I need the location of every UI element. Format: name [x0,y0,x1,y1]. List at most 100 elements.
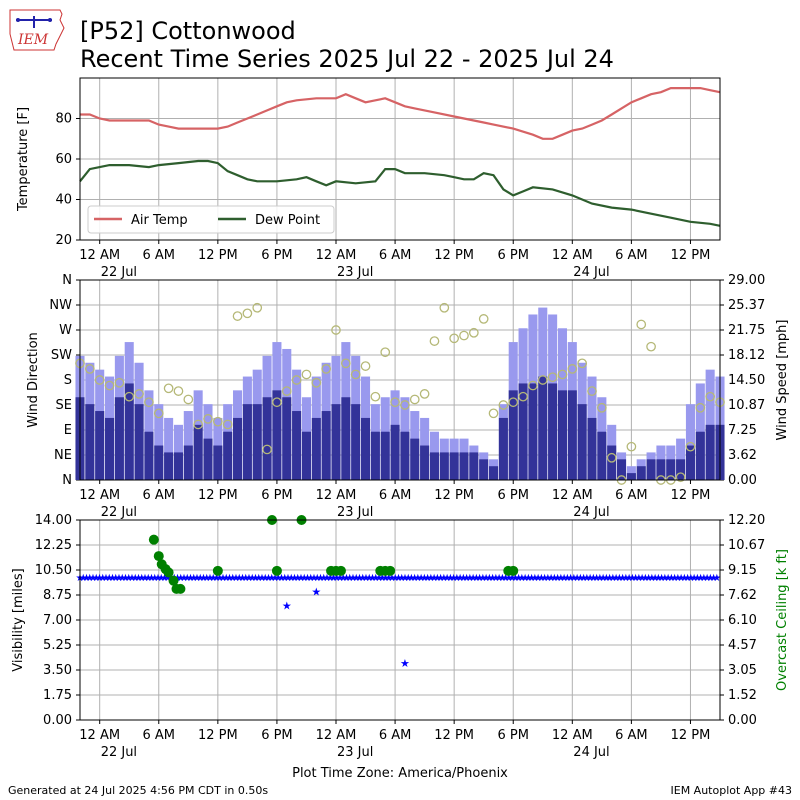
vis-baseline-point: ★ [394,573,403,584]
wind-speed-bar [213,445,223,480]
wind-speed-bar [410,438,420,480]
wind-speed-bar [164,452,174,480]
wind-direction-point [636,319,647,330]
vis-baseline-point: ★ [436,573,445,584]
vis-baseline-point: ★ [621,573,630,584]
wind-direction-point [498,400,509,410]
vis-baseline-point: ★ [709,573,718,584]
wind-direction-point [331,325,341,335]
vis-ytick-label: 8.75 [43,588,72,603]
vis-baseline-point: ★ [540,573,549,584]
vis-ytick-label: 7.00 [43,613,72,628]
vis-date-label: 22 Jul [101,745,137,760]
vis-baseline-point: ★ [387,573,396,584]
vis-xtick-label: 12 AM [316,728,357,743]
wind-speed-bar [479,459,489,480]
vis-baseline-point: ★ [485,573,494,584]
wind-direction-point [695,402,706,413]
wind-xtick-label: 6 AM [615,488,648,503]
vis-baseline-point: ★ [553,573,562,584]
vis-baseline-point: ★ [599,573,608,584]
vis-baseline-point: ★ [316,573,325,584]
wind-direction-point [537,375,548,385]
wind-xtick-label: 6 AM [379,488,412,503]
vis-baseline-point: ★ [556,573,565,584]
vis-baseline-point: ★ [582,573,591,584]
wind-right-ytick-label: 18.12 [728,348,765,363]
wind-speed-bar [124,383,134,480]
vis-baseline-point: ★ [644,573,653,584]
wind-speed-bar [380,431,390,480]
wind-direction-point [252,302,263,313]
wind-direction-point [577,358,588,369]
vis-baseline-point: ★ [410,573,419,584]
temp-xtick-label: 12 AM [79,248,120,263]
temp-legend: Air Temp Dew Point [87,205,335,234]
vis-baseline-point: ★ [82,573,91,584]
temp-xtick-label: 12 PM [198,248,238,263]
wind-direction-point [212,416,223,427]
vis-baseline-point: ★ [199,573,208,584]
wind-speed-bar [370,431,380,480]
wind-direction-point [518,391,528,402]
wind-gust-bar [154,404,164,480]
vis-baseline-point: ★ [641,573,650,584]
wind-ylabel: Wind Direction [26,332,41,428]
vis-baseline-point: ★ [345,573,354,584]
vis-ytick-label: 12.25 [35,538,72,553]
wind-right-ylabel: Wind Speed [mph] [775,320,790,441]
wind-direction-point [360,361,371,371]
wind-speed-bar [459,452,469,480]
wind-direction-point [596,402,607,413]
wind-right-ytick-label: 0.00 [728,473,757,488]
wind-direction-point [232,311,243,321]
wind-speed-bar [233,417,243,480]
wind-direction-point [429,336,440,346]
wind-xtick-label: 12 AM [316,488,357,503]
wind-speed-bar [469,452,479,480]
vis-date-label: 24 Jul [573,745,609,760]
wind-speed-bar [183,445,193,480]
vis-baseline-point: ★ [342,573,351,584]
wind-speed-bar [193,424,203,480]
vis-baseline-point: ★ [501,573,510,584]
wind-xtick-label: 12 PM [198,488,238,503]
vis-baseline-point: ★ [417,573,426,584]
vis-right-ytick-label: 4.57 [728,638,757,653]
wind-xtick-label: 12 AM [79,488,120,503]
vis-xtick-label: 6 AM [143,728,176,743]
temp-xtick-label: 6 AM [379,248,412,263]
vis-baseline-point: ★ [560,573,569,584]
temp-legend-box [87,205,335,234]
vis-xtick-label: 12 PM [198,728,238,743]
wind-direction-point [321,364,332,374]
wind-panel: N 0.00 NE 3.62 E 7.25 SE 10.87 S 14.50 SW 18.12 W 21.… [26,273,790,520]
vis-xtick-label: 12 PM [434,728,474,743]
vis-xtick-label: 12 AM [79,728,120,743]
vis-baseline-point: ★ [537,573,546,584]
temp-ytick-label: 80 [55,112,72,127]
wind-speed-bar [242,404,252,480]
vis-baseline-point: ★ [524,573,533,584]
vis-baseline-point: ★ [430,573,439,584]
wind-direction-point [478,314,489,324]
wind-speed-bar [429,452,439,480]
ceiling-point [212,565,223,576]
vis-baseline-point: ★ [111,573,120,584]
vis-baseline-point: ★ [160,573,169,584]
temperature-panel: 20 40 60 80 12 AM 6 AM 12 PM 6 PM 12 AM 6 AM 12 PM… [16,77,721,280]
visibility-panel: 0.00 0.00 1.75 1.52 3.50 3.05 5.25 4.57 7.00 6.10… [11,513,790,781]
vis-baseline-point: ★ [280,573,289,584]
vis-baseline-point: ★ [566,573,575,584]
wind-speed-bar [361,417,371,480]
wind-direction-point [468,327,479,338]
vis-baseline-point: ★ [89,573,98,584]
vis-baseline-point: ★ [235,573,244,584]
wind-speed-bar [587,417,597,480]
vis-baseline-point: ★ [296,573,305,584]
vis-baseline-point: ★ [511,573,520,584]
vis-baseline-point: ★ [569,573,578,584]
vis-baseline-point: ★ [514,573,523,584]
wind-speed-bar [105,417,115,480]
